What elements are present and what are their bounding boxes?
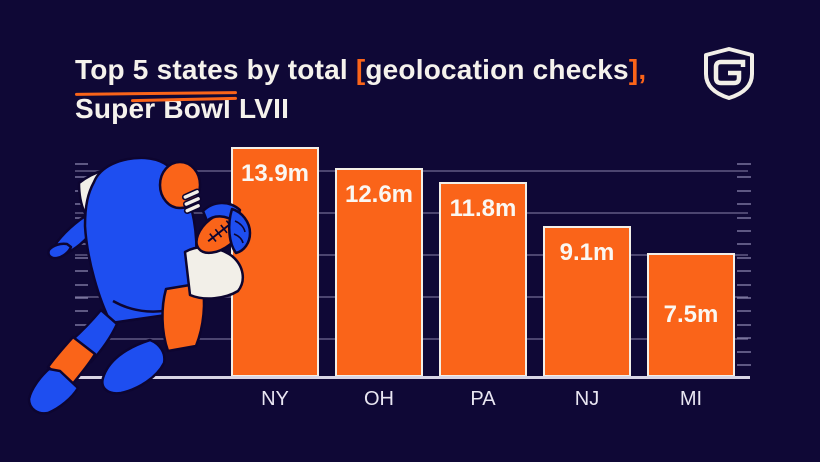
right-ruler-tick bbox=[737, 203, 751, 205]
left-ruler-tick bbox=[75, 163, 88, 165]
right-ruler-tick bbox=[737, 230, 751, 232]
title-bracketed: geolocation checks bbox=[365, 54, 629, 85]
category-label-oh: OH bbox=[364, 388, 394, 410]
category-label-pa: PA bbox=[470, 388, 496, 410]
right-ruler-tick bbox=[737, 217, 751, 219]
left-ruler-tick bbox=[75, 324, 88, 326]
bar-oh: 12.6m bbox=[335, 168, 423, 377]
geocomply-shield-logo-icon bbox=[702, 46, 756, 105]
category-label-ny: NY bbox=[261, 388, 289, 410]
right-ruler-tick bbox=[737, 284, 751, 286]
bar-pa: 11.8m bbox=[439, 182, 527, 377]
bar-nj: 9.1m bbox=[543, 226, 631, 377]
bar-value-label: 13.9m bbox=[240, 160, 310, 187]
right-ruler-tick bbox=[737, 364, 751, 366]
right-ruler-tick bbox=[737, 324, 751, 326]
right-ruler-tick bbox=[737, 243, 751, 245]
x-axis-baseline bbox=[74, 376, 750, 379]
title-top-5-states: Top 5 states bbox=[75, 54, 239, 85]
football-player-illustration bbox=[27, 156, 252, 415]
right-ruler-tick bbox=[737, 310, 751, 312]
bar-mi: 7.5m bbox=[647, 253, 735, 377]
bar-value-label: 7.5m bbox=[663, 301, 719, 328]
bar-ny: 13.9m bbox=[231, 147, 319, 377]
left-ruler-tick bbox=[75, 270, 88, 272]
left-ruler-tick bbox=[75, 284, 88, 286]
right-ruler-tick bbox=[737, 270, 751, 272]
left-ruler-tick bbox=[75, 297, 88, 299]
bar-value-label: 11.8m bbox=[449, 195, 517, 222]
bar-value-label: 9.1m bbox=[559, 239, 615, 266]
page-title: Top 5 states by total [geolocation check… bbox=[74, 50, 647, 128]
left-ruler-tick bbox=[75, 257, 88, 259]
title-middle: by total bbox=[238, 54, 356, 85]
right-ruler-tick bbox=[737, 337, 751, 339]
close-bracket: ], bbox=[628, 54, 647, 85]
right-ruler-tick bbox=[737, 351, 751, 353]
category-label-nj: NJ bbox=[574, 388, 600, 410]
right-ruler-tick bbox=[737, 257, 751, 259]
right-ruler-tick bbox=[737, 176, 751, 178]
right-ruler-tick bbox=[737, 163, 751, 165]
category-label-mi: MI bbox=[679, 388, 703, 410]
title-underlined-phrase: Top 5 states bbox=[74, 50, 239, 103]
left-ruler-tick bbox=[75, 176, 88, 178]
open-bracket: [ bbox=[355, 54, 366, 85]
right-ruler-tick bbox=[737, 297, 751, 299]
bar-value-label: 12.6m bbox=[344, 181, 414, 208]
title-line-1: Top 5 states by total [geolocation check… bbox=[74, 50, 647, 103]
right-ruler-tick bbox=[737, 190, 751, 192]
left-ruler-tick bbox=[75, 310, 88, 312]
